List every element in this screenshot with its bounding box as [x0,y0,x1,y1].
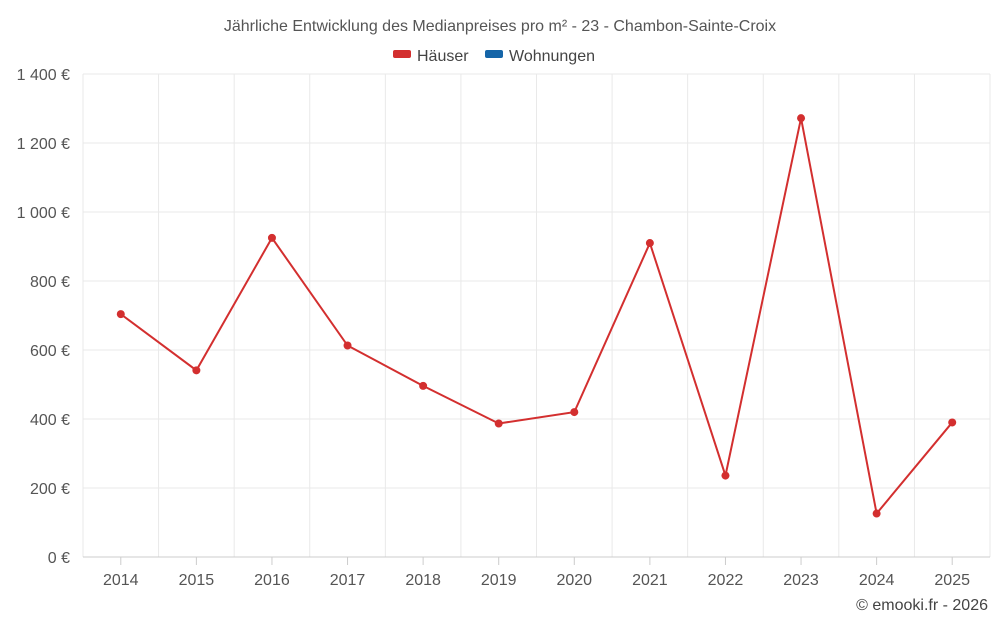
y-tick-label: 400 € [30,412,70,429]
x-tick-label: 2020 [556,572,592,589]
y-axis: 0 € 200 € 400 € 600 € 800 € 1 000 € 1 200 € 1 4… [17,67,70,567]
x-tick-label: 2015 [179,572,215,589]
data-point[interactable] [721,471,730,480]
data-point[interactable] [343,341,352,350]
legend-label-haeuser: Häuser [417,48,469,65]
y-tick-label: 600 € [30,343,70,360]
y-tick-label: 800 € [30,274,70,291]
plot-area [116,114,957,518]
data-point[interactable] [645,239,654,248]
x-tick-label: 2019 [481,572,517,589]
y-tick-label: 200 € [30,481,70,498]
x-tick-label: 2024 [859,572,895,589]
legend-item-haeuser[interactable]: Häuser [393,48,469,65]
data-point[interactable] [267,233,276,242]
data-point[interactable] [948,418,957,427]
y-tick-label: 1 200 € [17,136,70,153]
x-tick-label: 2017 [330,572,366,589]
y-tick-label: 1 400 € [17,67,70,84]
x-tick-label: 2021 [632,572,668,589]
x-tick-label: 2014 [103,572,139,589]
legend-swatch-wohnungen [485,50,503,58]
series-line-0 [120,117,953,516]
data-point[interactable] [494,419,503,428]
y-tick-label: 1 000 € [17,205,70,222]
data-point[interactable] [419,381,428,390]
x-axis: 2014 2015 2016 2017 2018 2019 2020 2021 2022 2023… [83,556,990,589]
legend-item-wohnungen[interactable]: Wohnungen [485,48,595,65]
data-point[interactable] [872,509,881,518]
credit-text: © emooki.fr - 2026 [856,597,988,614]
data-point[interactable] [116,310,125,319]
y-tick-label: 0 € [48,550,70,567]
x-tick-label: 2022 [708,572,744,589]
x-gridlines [82,74,991,557]
legend-label-wohnungen: Wohnungen [509,48,595,65]
x-tick-label: 2025 [934,572,970,589]
x-tick-label: 2016 [254,572,290,589]
x-tick-label: 2023 [783,572,819,589]
legend: Häuser Wohnungen [393,48,595,65]
legend-swatch-haeuser [393,50,411,58]
data-point[interactable] [192,366,201,375]
data-point[interactable] [797,114,806,123]
chart-title: Jährliche Entwicklung des Medianpreises … [224,18,776,35]
data-point[interactable] [570,408,579,417]
x-tick-label: 2018 [405,572,441,589]
